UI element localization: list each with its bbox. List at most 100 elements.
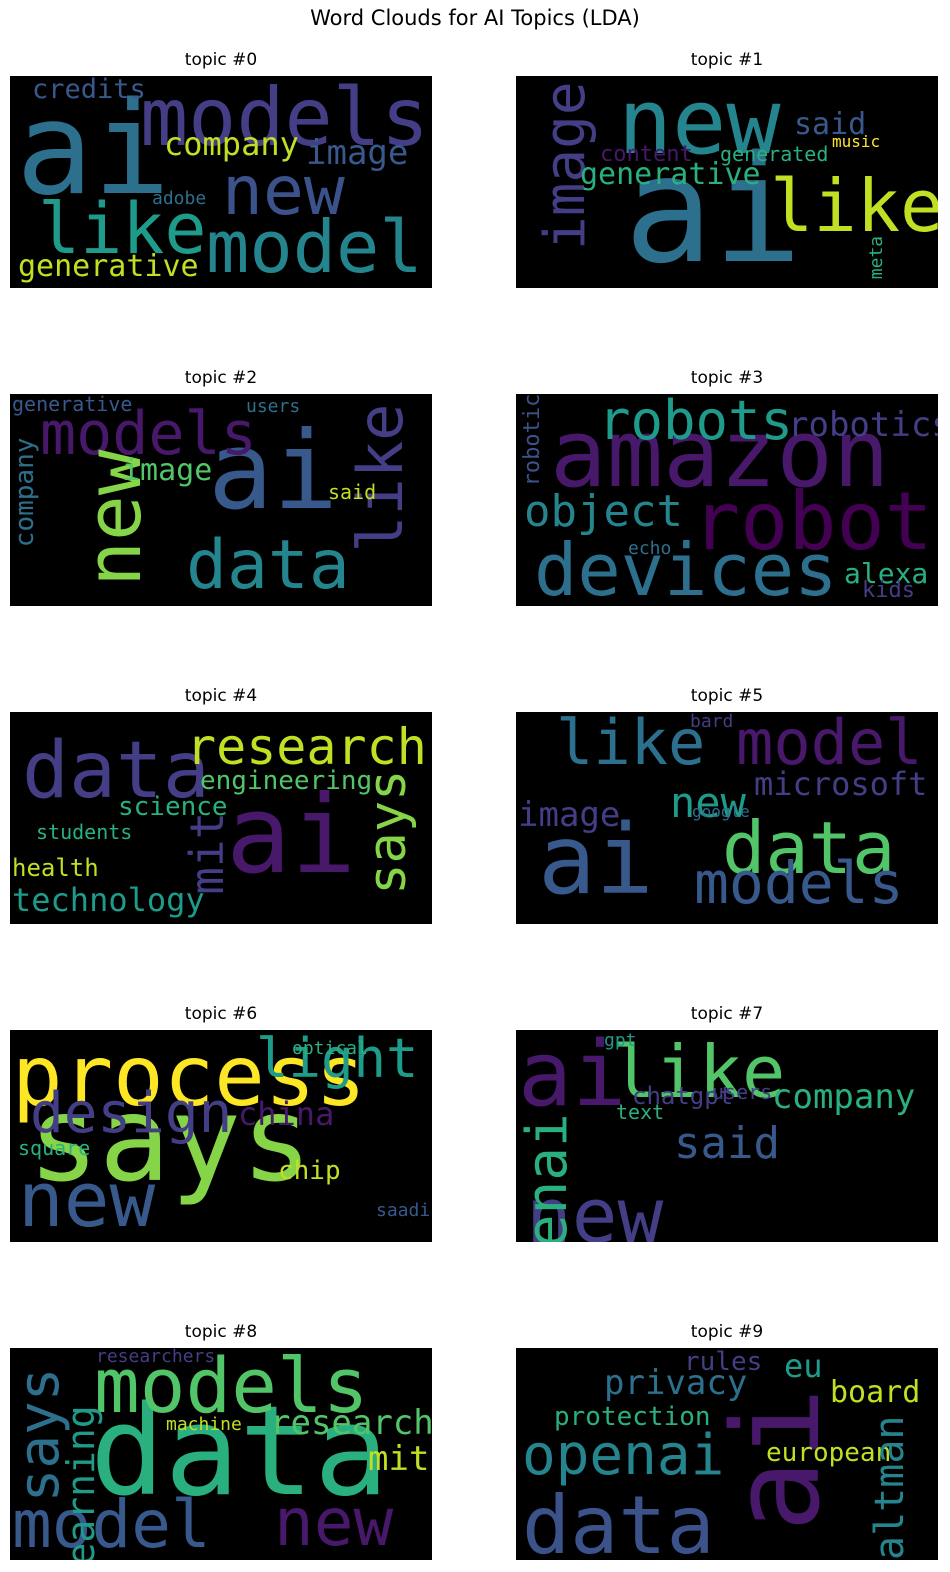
word-cloud: ai like new openai company said chatgpt users te… — [516, 1030, 938, 1242]
cloud-word: new — [222, 152, 345, 231]
cloud-word: technology — [12, 881, 205, 919]
cloud-word: engineering — [200, 766, 373, 796]
cloud-word: research — [186, 718, 427, 776]
topic-title: topic #8 — [184, 1322, 258, 1342]
word-cloud: ai data models like model new image google micro… — [516, 712, 938, 924]
cloud-word: new — [618, 76, 781, 175]
cloud-word: models — [94, 1348, 369, 1430]
cloud-word: generative — [18, 249, 199, 284]
cloud-word: ai — [226, 773, 357, 898]
cloud-word: new — [274, 1484, 394, 1560]
topic-title: topic #2 — [184, 368, 258, 388]
cloud-word: credits — [32, 76, 146, 105]
cloud-word: alexa — [844, 557, 929, 590]
cloud-word: microsoft — [754, 765, 928, 803]
word-cloud: ai models like model new company image generati… — [10, 76, 432, 288]
cloud-word: design — [30, 1081, 233, 1146]
word-cloud: says new process design light china chip square… — [10, 1030, 432, 1242]
cloud-word: ai — [208, 409, 339, 534]
cloud-word: process — [12, 1030, 367, 1125]
cloud-word: robotics — [788, 405, 938, 445]
topic-title: topic #5 — [690, 686, 764, 706]
cloud-word: new — [18, 1155, 156, 1242]
cloud-word: openai — [522, 1423, 725, 1488]
cloud-word: protection — [554, 1402, 711, 1432]
cloud-word: science — [118, 792, 228, 822]
cloud-word: generated — [720, 142, 829, 166]
cloud-word: chip — [278, 1156, 341, 1186]
cloud-word: robot — [692, 475, 933, 568]
cloud-word: echo — [628, 538, 672, 559]
cloud-word: privacy — [604, 1363, 748, 1403]
cloud-word: european — [766, 1438, 892, 1468]
cloud-word: eu — [784, 1348, 823, 1385]
cloud-word: generative — [12, 394, 133, 416]
topic-title: topic #9 — [690, 1322, 764, 1342]
cloud-word: health — [12, 854, 99, 882]
cloud-word: students — [36, 820, 133, 844]
cloud-word: altman — [867, 1415, 913, 1561]
cloud-word: new — [526, 1171, 664, 1243]
word-cloud: data models model new says research learning mi… — [10, 1348, 432, 1560]
figure-title: Word Clouds for AI Topics (LDA) — [310, 6, 640, 30]
cloud-word: devices — [534, 528, 838, 606]
cloud-word: users — [712, 1080, 773, 1104]
word-cloud: ai models data new like image company said gener… — [10, 394, 432, 606]
cloud-word: said — [674, 1118, 780, 1169]
topic-title: topic #4 — [184, 686, 258, 706]
cloud-word: image — [122, 453, 213, 488]
cloud-word: company — [164, 125, 299, 163]
cloud-word: ai — [624, 124, 803, 288]
cloud-word: models — [40, 399, 257, 469]
cloud-word: adobe — [152, 188, 207, 209]
topic-title: topic #0 — [184, 50, 258, 70]
cloud-word: text — [616, 1100, 665, 1124]
cloud-word: research — [270, 1403, 432, 1443]
topic-title: topic #6 — [184, 1004, 258, 1024]
cloud-word: openai — [516, 1113, 580, 1242]
cloud-word: like — [556, 712, 706, 779]
cloud-word: generative — [580, 157, 761, 192]
cloud-word: says — [28, 1070, 313, 1208]
cloud-word: chatgpt — [632, 1082, 734, 1110]
cloud-word: board — [830, 1375, 921, 1410]
cloud-word: ai — [538, 804, 654, 916]
cloud-word: company — [10, 437, 40, 548]
cloud-word: optical — [292, 1038, 368, 1059]
cloud-word: robots — [598, 394, 794, 452]
cloud-word: data — [522, 1479, 715, 1561]
word-cloud: ai new like image generative said content gener… — [516, 76, 938, 288]
cloud-word: data — [722, 806, 896, 890]
cloud-word: google — [692, 802, 750, 821]
cloud-word: model — [12, 1486, 211, 1560]
cloud-word: model — [736, 712, 923, 779]
cloud-word: square — [18, 1136, 91, 1160]
cloud-word: gpt — [604, 1030, 637, 1051]
cloud-word: data — [90, 1380, 389, 1524]
cloud-word: said — [328, 480, 377, 504]
cloud-word: bard — [690, 712, 734, 732]
word-cloud: ai data research says mit engineering science t… — [10, 712, 432, 924]
cloud-word: image — [518, 795, 621, 835]
cloud-word: china — [238, 1095, 335, 1133]
cloud-word: researchers — [96, 1348, 216, 1367]
cloud-word: mit — [368, 1439, 430, 1479]
cloud-word: model — [206, 205, 423, 288]
cloud-word: models — [694, 849, 904, 917]
cloud-word: said — [794, 107, 867, 142]
cloud-word: light — [256, 1030, 419, 1090]
cloud-word: content — [600, 142, 693, 167]
cloud-word: object — [524, 486, 683, 537]
topic-title: topic #7 — [690, 1004, 764, 1024]
cloud-word: robotic — [520, 394, 545, 487]
cloud-word: amazon — [550, 400, 890, 509]
cloud-word: data — [186, 526, 350, 605]
cloud-word: like — [344, 403, 417, 553]
topic-title: topic #1 — [690, 50, 764, 70]
cloud-word: learning — [59, 1405, 103, 1560]
cloud-word: ai — [518, 1030, 627, 1127]
word-cloud: amazon robot devices robots object robotics al… — [516, 394, 938, 606]
cloud-word: like — [38, 188, 207, 270]
cloud-word: kids — [862, 578, 915, 603]
cloud-word: music — [832, 132, 881, 151]
